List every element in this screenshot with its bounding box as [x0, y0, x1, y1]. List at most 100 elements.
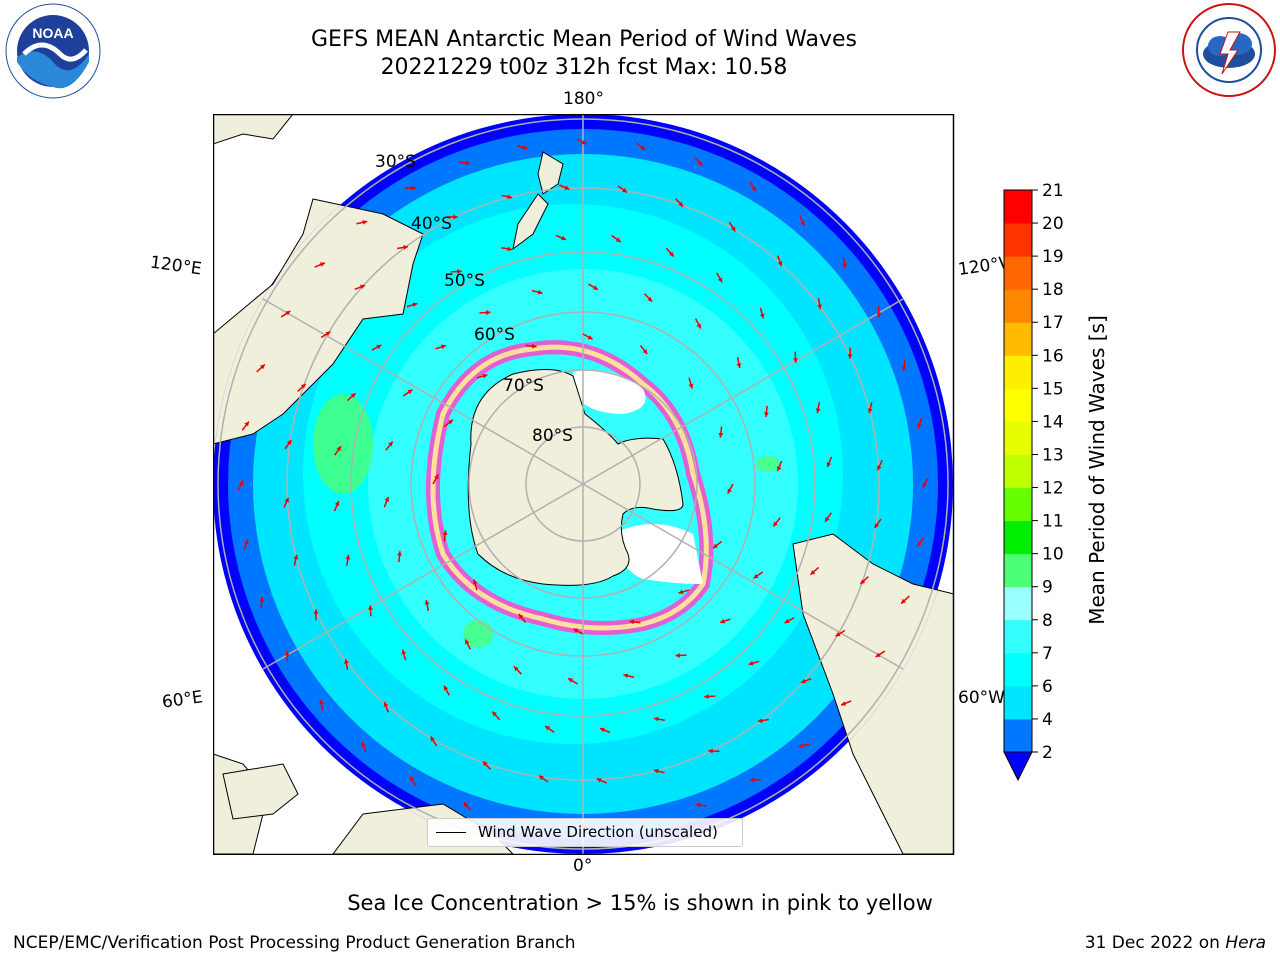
- wind-wave-arrow-head: [411, 185, 417, 191]
- wind-wave-arrow-head: [518, 614, 524, 619]
- wind-wave-arrow-head: [815, 408, 821, 414]
- wind-wave-arrow-head: [876, 312, 882, 318]
- wind-wave-arrow-head: [465, 160, 471, 166]
- colorbar-extend-triangle: [1003, 751, 1033, 782]
- colorbar-segment: [1004, 586, 1032, 621]
- wind-wave-arrow-head: [817, 304, 822, 309]
- wind-wave-arrow-head: [587, 335, 593, 340]
- nws-logo: [1182, 3, 1276, 97]
- wind-wave-arrow-head: [696, 323, 701, 329]
- colorbar-tick-label: 4: [1042, 710, 1053, 730]
- wind-wave-arrow-head: [286, 439, 292, 445]
- wind-wave-arrow-head: [623, 673, 629, 679]
- colorbar-tick-label: 2: [1042, 743, 1053, 763]
- wind-wave-arrow-head: [867, 408, 873, 414]
- colorbar-segment: [1004, 520, 1032, 555]
- wind-wave-arrow-head: [325, 331, 331, 337]
- wind-wave-arrow-head: [285, 311, 291, 316]
- colorbar-tick-label: 15: [1042, 379, 1064, 399]
- wind-wave-arrow-head: [800, 678, 806, 684]
- wind-wave-arrow-head: [824, 516, 830, 522]
- wind-wave-arrow-head: [513, 666, 519, 672]
- wind-wave-arrow-head: [361, 742, 366, 748]
- wind-wave-arrow-head: [334, 500, 340, 506]
- wind-wave-arrow-head: [453, 214, 458, 220]
- wind-wave-arrow-head: [697, 160, 703, 166]
- colorbar-segment: [1004, 421, 1032, 455]
- lat-label-70s: 70°S: [503, 376, 544, 396]
- wind-wave-arrow-head: [678, 589, 684, 595]
- lon-label-120e: 120°E: [148, 252, 203, 280]
- wind-wave-arrow-head: [842, 263, 847, 269]
- wind-wave-arrow-head: [531, 343, 537, 349]
- wind-wave-arrow-head: [545, 725, 551, 731]
- wind-wave-arrow-head: [300, 383, 306, 389]
- wind-wave-arrow-head: [653, 768, 659, 774]
- wind-wave-arrow-head: [877, 465, 882, 471]
- wind-wave-arrow-head: [345, 554, 351, 560]
- lat-label-80s: 80°S: [532, 426, 573, 446]
- wind-wave-arrow-head: [776, 466, 782, 472]
- wind-wave-arrow-head: [777, 261, 783, 267]
- colorbar-title: Mean Period of Wind Waves [s]: [1085, 315, 1109, 625]
- colorbar-segment: [1004, 454, 1032, 489]
- colorbar-tick-label: 8: [1042, 611, 1053, 631]
- wind-wave-arrow-head: [293, 554, 299, 560]
- wind-wave-arrow-head: [259, 596, 265, 602]
- map-legend: Wind Wave Direction (unscaled): [427, 818, 743, 847]
- wind-wave-arrow-head: [350, 393, 356, 398]
- colorbar-segment: [1004, 553, 1032, 588]
- colorbar-tick-label: 21: [1042, 181, 1064, 201]
- wind-wave-arrow-head: [564, 185, 570, 190]
- wind-wave-arrow-head: [810, 570, 816, 575]
- wind-wave-arrow-head: [472, 579, 478, 585]
- chart-subtitle: 20221229 t00z 312h fcst Max: 10.58: [380, 55, 788, 80]
- wind-wave-arrow-head: [412, 302, 418, 308]
- colorbar-segment: [1004, 718, 1032, 753]
- wind-wave-arrow-head: [640, 145, 646, 150]
- colorbar-tick-label: 7: [1042, 644, 1053, 664]
- wind-wave-arrow-head: [860, 579, 866, 585]
- wind-wave-arrow-head: [841, 701, 847, 706]
- wind-wave-arrow-head: [629, 619, 635, 625]
- wind-wave-arrow-head: [522, 145, 528, 150]
- wind-wave-arrow-head: [313, 609, 319, 614]
- wind-wave-arrow-head: [457, 269, 462, 274]
- colorbar-tick-label: 18: [1042, 280, 1064, 300]
- colorbar-tick-label: 19: [1042, 247, 1064, 267]
- colorbar-segment: [1004, 256, 1032, 290]
- wind-wave-arrow-head: [376, 344, 382, 350]
- wind-wave-arrow-head: [344, 659, 349, 664]
- wind-wave-arrow-head: [751, 186, 756, 192]
- wind-wave-arrow-head: [401, 649, 407, 655]
- legend-line-icon: [436, 832, 466, 833]
- wind-wave-arrow-head: [244, 421, 249, 427]
- wind-wave-arrow-head: [800, 220, 805, 226]
- legend-label: Wind Wave Direction (unscaled): [478, 823, 718, 841]
- wind-wave-arrow-head: [482, 373, 488, 379]
- credit-right: 31 Dec 2022 on Hera: [1085, 933, 1266, 953]
- wind-wave-arrow-head: [442, 530, 448, 536]
- wind-wave-arrow-head: [704, 694, 709, 699]
- colorbar-segment: [1004, 355, 1032, 389]
- wind-wave-arrow-head: [678, 201, 684, 207]
- colorbar-segment: [1004, 619, 1032, 654]
- wind-wave-arrow-head: [874, 523, 880, 529]
- colorbar-tick-label: 12: [1042, 479, 1064, 499]
- wind-wave-arrow-head: [362, 220, 368, 225]
- wind-wave-arrow-head: [720, 618, 726, 624]
- wind-wave-arrow-head: [675, 653, 681, 658]
- noaa-logo-text: NOAA: [32, 25, 73, 41]
- colorbar-segment: [1004, 223, 1032, 257]
- chart-title: GEFS MEAN Antarctic Mean Period of Wind …: [311, 27, 857, 52]
- wind-wave-arrow-head: [463, 802, 469, 808]
- wind-wave-arrow-head: [443, 685, 449, 691]
- wind-wave-arrow-head: [561, 235, 567, 241]
- wind-wave-arrow-head: [410, 776, 415, 782]
- footnote: Sea Ice Concentration > 15% is shown in …: [347, 891, 933, 915]
- wind-wave-arrow-head: [383, 701, 389, 707]
- wind-wave-arrow-head: [835, 631, 841, 637]
- colorbar-tick-label: 10: [1042, 545, 1064, 565]
- wind-wave-arrow-head: [360, 284, 366, 290]
- wind-wave-arrow-head: [384, 496, 390, 502]
